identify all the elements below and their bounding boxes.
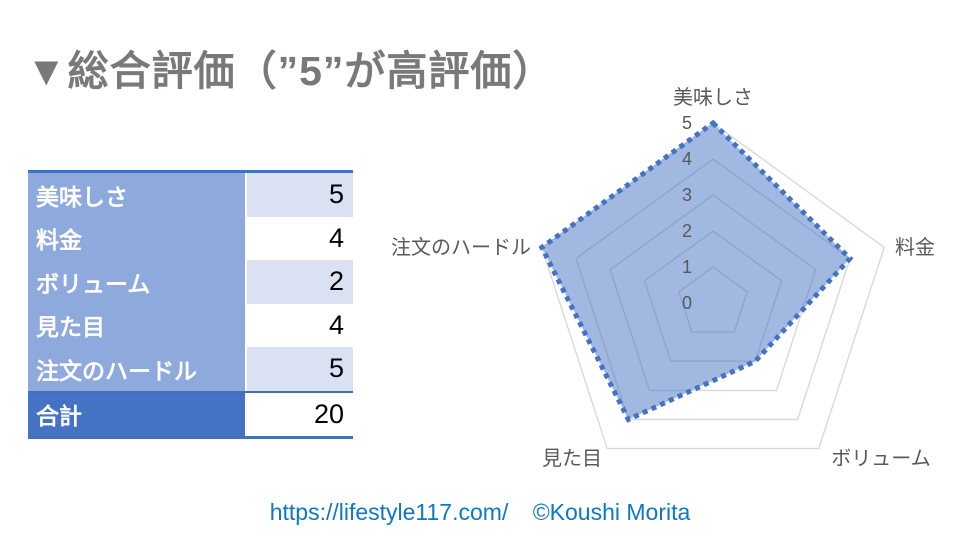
radar-tick-label: 1 <box>682 257 692 277</box>
page-title: ▼総合評価（”5”が高評価） <box>26 48 555 95</box>
radar-tick-label: 2 <box>682 221 692 241</box>
radar-data-polygon <box>538 119 854 423</box>
row-label: 合計 <box>28 392 245 436</box>
row-value: 4 <box>245 216 353 260</box>
radar-gridline-ring <box>540 122 886 450</box>
row-label: 料金 <box>28 216 245 260</box>
radar-tick-label: 3 <box>682 185 692 205</box>
table-row: 注文のハードル 5 <box>28 347 353 391</box>
radar-axis-label: 美味しさ <box>673 86 753 109</box>
row-label: 注文のハードル <box>28 347 245 391</box>
row-value: 4 <box>245 303 353 347</box>
footer-credit: ©Koushi Morita <box>532 499 691 525</box>
radar-chart: 0 1 2 3 4 5 美味しさ料金ボリューム 見た目 注文のハードル <box>380 75 960 505</box>
table-row: 美味しさ 5 <box>28 173 353 217</box>
radar-tick-label: 5 <box>682 113 692 133</box>
footer: https://lifestyle117.com/ ©Koushi Morita <box>0 499 960 526</box>
row-label: 見た目 <box>28 303 245 347</box>
table-row: 料金 4 <box>28 216 353 260</box>
radar-axis-label: 注文のハードル <box>391 236 531 259</box>
score-table: 美味しさ 5 料金 4 ボリューム 2 見た目 4 注文のハードル 5 合計 20 <box>28 170 353 439</box>
row-value: 20 <box>245 392 353 436</box>
radar-axis-label: ボリューム <box>831 447 930 470</box>
row-label: 美味しさ <box>28 173 245 217</box>
table-row: ボリューム 2 <box>28 260 353 304</box>
row-value: 5 <box>245 347 353 391</box>
footer-url: https://lifestyle117.com/ <box>269 499 509 525</box>
radar-tick-label: 0 <box>682 293 692 313</box>
radar-tick-label: 4 <box>682 149 692 169</box>
row-value: 2 <box>245 260 353 304</box>
row-value: 5 <box>245 173 353 217</box>
table-row: 見た目 4 <box>28 303 353 347</box>
radar-axis-label: 料金 <box>895 236 935 259</box>
row-label: ボリューム <box>28 260 245 304</box>
radar-axis-label: 見た目 <box>542 448 602 470</box>
table-row: 合計 20 <box>28 390 353 436</box>
